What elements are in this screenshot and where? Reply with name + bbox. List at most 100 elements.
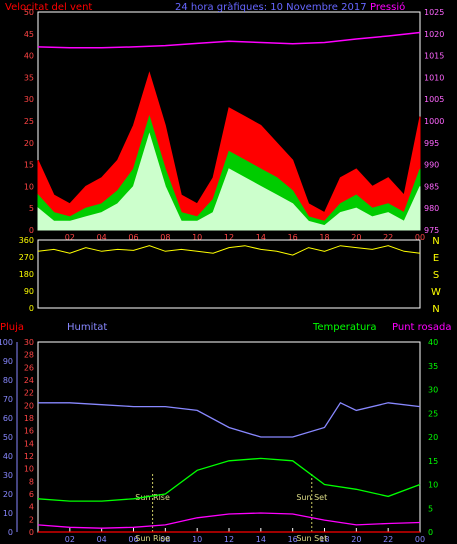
humidity-ytick-label: 100 <box>0 338 13 347</box>
humidity-ytick-label: 50 <box>3 433 13 442</box>
rain-ytick-label: 8 <box>29 477 34 486</box>
pressure-ytick-label: 975 <box>424 226 439 235</box>
rain-ytick-label: 0 <box>29 528 34 537</box>
sun-annotation: Sun Set <box>296 534 327 543</box>
temperature-ytick-label: 35 <box>428 362 438 371</box>
lower-xtick-label: 00 <box>415 535 425 544</box>
rain-ytick-label: 28 <box>24 351 34 360</box>
wind-ytick-label: 35 <box>24 73 34 82</box>
wind-xtick-label: 10 <box>192 233 202 242</box>
wind-pressure-panel: Velocitat del vent 24 hora gràfiques: 10… <box>5 1 444 242</box>
wind-ytick-label: 0 <box>29 226 34 235</box>
humidity-axis-title: Humitat <box>67 322 107 333</box>
pressure-line <box>37 31 421 49</box>
rain-ytick-label: 4 <box>29 503 34 512</box>
compass-label: N <box>432 236 439 247</box>
wind-ytick-label: 50 <box>24 8 34 17</box>
temperature-ytick-label: 40 <box>428 338 438 347</box>
rain-ytick-label: 26 <box>24 363 34 372</box>
temperature-ytick-label: 0 <box>428 528 433 537</box>
rain-ytick-label: 6 <box>29 490 34 499</box>
compass-label: S <box>433 270 439 281</box>
wind-xtick-label: 20 <box>351 233 361 242</box>
pressure-ytick-label: 995 <box>424 139 439 148</box>
pressure-ytick-label: 1015 <box>424 52 444 61</box>
lower-xtick-label: 20 <box>351 535 361 544</box>
temperature-ytick-label: 25 <box>428 409 438 418</box>
rain-ytick-label: 14 <box>24 439 34 448</box>
wind-xtick-label: 12 <box>224 233 234 242</box>
chart-title: 24 hora gràfiques: 10 Novembre 2017 <box>175 1 367 13</box>
pressure-ytick-label: 980 <box>424 204 439 213</box>
lower-xtick-label: 18 <box>319 535 329 544</box>
direction-ytick-label: 180 <box>19 270 34 279</box>
rain-ytick-label: 20 <box>24 401 34 410</box>
rain-ytick-label: 30 <box>24 338 34 347</box>
pressure-ytick-label: 1020 <box>424 30 444 39</box>
temperature-ytick-label: 30 <box>428 386 438 395</box>
temperature-axis-title: Temperatura <box>312 322 377 333</box>
humidity-line <box>38 401 421 438</box>
rain-ytick-label: 18 <box>24 414 34 423</box>
dewpoint-line <box>37 512 421 529</box>
sun-annotation: Sun Rise <box>135 493 170 502</box>
humidity-ytick-label: 30 <box>3 471 13 480</box>
wind-xtick-label: 02 <box>65 233 75 242</box>
pressure-ytick-label: 1000 <box>424 117 444 126</box>
dewpoint-axis-title: Punt rosada <box>392 322 451 333</box>
sun-annotation: Sun Set <box>296 493 327 502</box>
rain-ytick-label: 16 <box>24 427 34 436</box>
pressure-axis-title: Pressió <box>370 1 405 13</box>
temperature-ytick-label: 5 <box>428 504 433 513</box>
lower-xtick-label: 12 <box>224 535 234 544</box>
wind-area <box>37 132 421 231</box>
rain-ytick-label: 2 <box>29 515 34 524</box>
compass-label: W <box>431 287 441 298</box>
lower-panel-frame <box>37 341 421 533</box>
temperature-ytick-label: 10 <box>428 481 438 490</box>
pressure-ytick-label: 1010 <box>424 73 444 82</box>
pressure-ytick-label: 1005 <box>424 95 444 104</box>
rain-ytick-label: 24 <box>24 376 34 385</box>
wind-ytick-label: 45 <box>24 30 34 39</box>
temperature-line <box>37 457 421 502</box>
pressure-ytick-label: 1025 <box>424 8 444 17</box>
wind-xtick-label: 18 <box>319 233 329 242</box>
rain-ytick-label: 22 <box>24 389 34 398</box>
direction-ytick-label: 0 <box>29 304 34 313</box>
wind-axis-title: Velocitat del vent <box>5 2 92 13</box>
direction-ytick-label: 90 <box>24 287 34 296</box>
temperature-ytick-label: 20 <box>428 433 438 442</box>
humidity-temperature-panel: Pluja Humitat Temperatura Punt rosada 0 1… <box>0 322 451 544</box>
temperature-ytick-label: 15 <box>428 457 438 466</box>
wind-xtick-label: 16 <box>288 233 298 242</box>
humidity-ytick-label: 90 <box>3 357 13 366</box>
wind-xtick-label: 00 <box>415 233 425 242</box>
rain-ytick-label: 10 <box>24 465 34 474</box>
lower-xtick-label: 06 <box>128 535 138 544</box>
wind-xtick-label: 06 <box>128 233 138 242</box>
humidity-ytick-label: 0 <box>8 528 13 537</box>
humidity-ytick-label: 60 <box>3 414 13 423</box>
wind-ytick-label: 20 <box>24 139 34 148</box>
wind-xtick-label: 22 <box>383 233 393 242</box>
sun-annotation: Sun Rise <box>135 534 170 543</box>
pressure-ytick-label: 990 <box>424 161 439 170</box>
lower-xtick-label: 14 <box>256 535 266 544</box>
humidity-ytick-label: 40 <box>3 452 13 461</box>
rain-axis-title: Pluja <box>0 322 24 333</box>
wind-ytick-label: 40 <box>24 52 34 61</box>
wind-ytick-label: 25 <box>24 117 34 126</box>
pressure-ytick-label: 985 <box>424 182 439 191</box>
lower-xtick-label: 10 <box>192 535 202 544</box>
humidity-ytick-label: 80 <box>3 376 13 385</box>
humidity-ytick-label: 20 <box>3 490 13 499</box>
rain-ytick-label: 12 <box>24 452 34 461</box>
wind-xtick-label: 04 <box>97 233 107 242</box>
humidity-ytick-label: 70 <box>3 395 13 404</box>
wind-xtick-label: 14 <box>256 233 266 242</box>
wind-ytick-label: 10 <box>24 182 34 191</box>
wind-ytick-label: 15 <box>24 161 34 170</box>
